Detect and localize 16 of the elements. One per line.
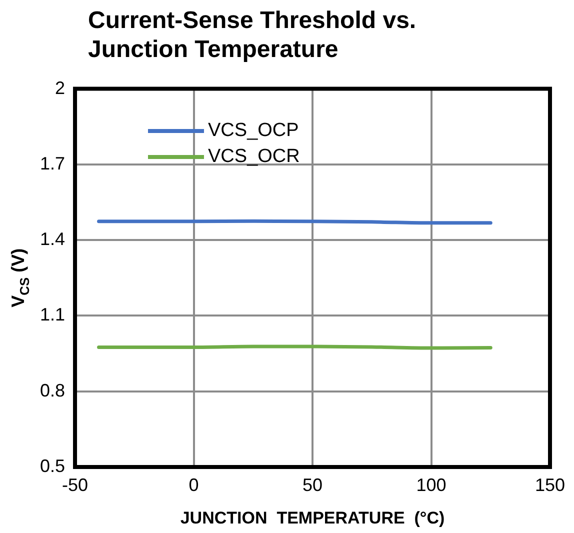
y-tick-label: 1.4 xyxy=(40,229,66,250)
x-tick-label: 0 xyxy=(188,474,199,495)
legend-label: VCS_OCR xyxy=(208,146,300,168)
y-tick-label: 0.5 xyxy=(40,456,66,476)
y-tick-label: 1.1 xyxy=(40,304,66,325)
y-tick-label: 2 xyxy=(55,78,66,98)
x-tick-label: 100 xyxy=(416,474,446,495)
y-tick-label: 1.7 xyxy=(40,153,66,174)
y-axis-title: VCS (V) xyxy=(8,248,32,308)
chart-title: Current-Sense Threshold vs. Junction Temperature xyxy=(88,6,418,64)
x-axis-title: JUNCTION TEMPERATURE (°C) xyxy=(180,508,445,528)
legend-label: VCS_OCP xyxy=(208,120,299,142)
y-tick-label: 0.8 xyxy=(40,380,66,400)
x-tick-label: 50 xyxy=(302,474,323,495)
x-tick-label: -50 xyxy=(62,474,88,495)
x-tick-label: 150 xyxy=(534,474,566,495)
